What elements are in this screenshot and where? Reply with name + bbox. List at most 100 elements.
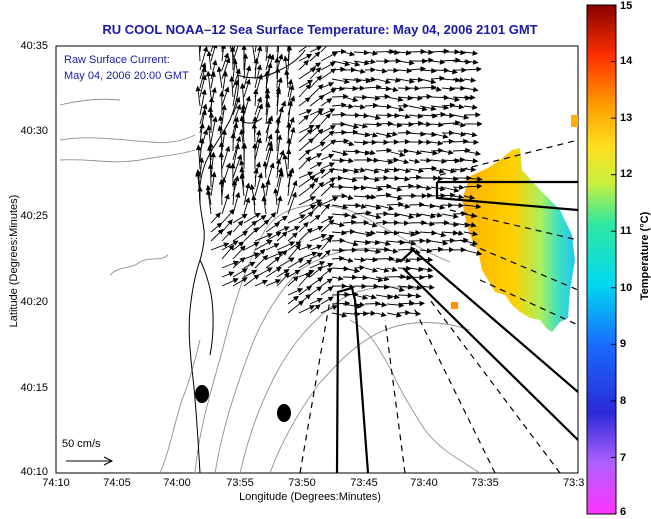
y-tick: 40:10 — [20, 466, 48, 478]
current-vector-head — [344, 78, 350, 85]
current-vector-head — [475, 112, 481, 118]
current-vector-head — [280, 100, 287, 107]
current-vector-head — [470, 222, 477, 228]
colorbar-tick: 11 — [620, 225, 632, 237]
scale-arrow — [66, 456, 114, 466]
current-vector-head — [249, 183, 255, 190]
current-vector-head — [328, 168, 335, 174]
current-vector-head — [381, 301, 388, 308]
current-vector-head — [317, 84, 324, 90]
current-vector-head — [394, 175, 400, 182]
current-vector-head — [349, 228, 356, 235]
current-vector-head — [229, 75, 235, 82]
current-vector-head — [264, 70, 270, 76]
current-vector-head — [399, 151, 406, 157]
current-vector-head — [385, 240, 391, 246]
current-vector-head — [218, 141, 225, 147]
current-vector-head — [260, 182, 267, 189]
current-vector-head — [370, 230, 376, 236]
current-vector-head — [330, 88, 337, 94]
current-vector-head — [281, 215, 288, 221]
current-vector-head — [240, 107, 246, 113]
current-vector-head — [449, 86, 456, 92]
current-vector-head — [426, 121, 432, 128]
current-vector-head — [229, 46, 236, 52]
current-vector-head — [475, 203, 482, 210]
current-vector-head — [347, 257, 354, 263]
current-vector-head — [315, 199, 323, 205]
current-vector-head — [202, 46, 209, 53]
current-vector-head — [392, 131, 399, 137]
current-vector-head — [324, 249, 331, 256]
current-vector-head — [205, 184, 212, 191]
current-vector-head — [269, 162, 275, 169]
current-vector-head — [414, 158, 421, 164]
current-vector-head — [349, 51, 356, 57]
current-vector-head — [416, 149, 422, 156]
marker-dot — [277, 404, 291, 422]
current-vector-head — [288, 41, 292, 45]
current-vector-head — [450, 168, 457, 174]
current-vector-head — [449, 237, 456, 244]
current-vector-head — [477, 176, 483, 182]
current-vector-head — [265, 178, 271, 185]
current-vector-head — [394, 112, 401, 119]
current-vector-head — [208, 96, 215, 103]
y-axis-label: Latitude (Degrees:Minutes) — [8, 194, 20, 328]
current-vector-head — [328, 234, 335, 240]
current-vector-head — [375, 213, 382, 220]
current-vector-head — [278, 170, 284, 177]
current-vector-head — [218, 151, 225, 158]
current-vector-head — [472, 158, 479, 164]
current-vector-head — [383, 139, 390, 146]
current-vector-head — [430, 213, 436, 219]
current-vector-head — [264, 92, 271, 99]
current-vector-head — [364, 60, 370, 66]
current-vector-head — [428, 273, 434, 280]
current-vector-head — [353, 123, 360, 130]
current-vector-head — [359, 104, 366, 110]
current-vector-head — [354, 267, 361, 274]
current-vector-head — [273, 187, 279, 194]
current-vector-head — [232, 260, 240, 266]
current-vector-head — [202, 103, 208, 110]
y-tick: 40:30 — [20, 125, 48, 137]
current-vector-head — [225, 57, 231, 64]
current-vector — [232, 46, 239, 62]
current-vector-head — [391, 266, 398, 273]
current-vector-head — [436, 86, 442, 92]
current-vector-head — [267, 62, 273, 69]
current-vector-head — [306, 128, 313, 135]
current-vector-head — [288, 257, 295, 263]
current-vector-head — [383, 210, 389, 217]
current-vector-head — [207, 106, 214, 112]
current-vector-head — [201, 74, 207, 81]
current-vector-head — [243, 32, 247, 36]
current-vector-head — [454, 96, 461, 102]
current-vector — [276, 46, 278, 53]
current-vector-head — [239, 257, 246, 263]
map-title: RU COOL NOAA–12 Sea Surface Temperature:… — [102, 22, 538, 37]
current-vector-head — [384, 78, 391, 85]
current-vector-head — [405, 265, 412, 272]
current-vector-head — [304, 149, 311, 155]
y-tick: 40:20 — [20, 296, 48, 308]
current-vector-head — [230, 132, 236, 139]
current-vector-head — [476, 66, 483, 72]
current-vector-head — [242, 230, 249, 237]
current-vector-head — [328, 182, 335, 189]
current-vector-head — [252, 227, 259, 233]
current-vector-head — [364, 150, 371, 156]
current-vector-head — [290, 126, 296, 133]
current-vector-head — [201, 62, 207, 69]
overlay-line-2: May 04, 2006 20:00 GMT — [64, 70, 189, 82]
current-vector-head — [245, 78, 251, 85]
current-vector-head — [241, 277, 248, 283]
colorbar-tick: 8 — [620, 395, 627, 407]
current-vector-head — [295, 241, 302, 247]
current-vector-head — [309, 305, 316, 311]
current-vector-head — [233, 122, 239, 129]
current-vector-head — [223, 242, 230, 248]
current-vector-head — [215, 212, 221, 219]
current-vector-head — [305, 294, 312, 300]
